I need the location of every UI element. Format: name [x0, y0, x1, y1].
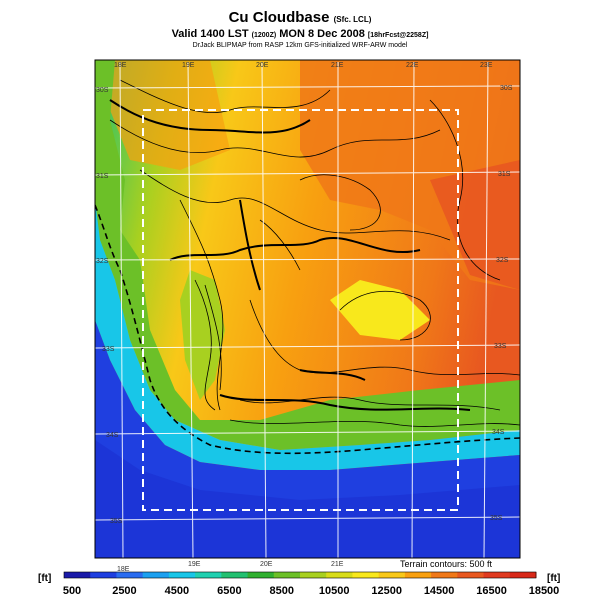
- map-title: Cu Cloudbase (Sfc. LCL): [228, 9, 372, 26]
- terrain-contour-note: Terrain contours: 500 ft: [400, 559, 493, 569]
- lat-label-right: 33S: [494, 343, 507, 350]
- lon-label-top: 20E: [256, 62, 269, 69]
- lon-label-top: 19E: [182, 62, 195, 69]
- lat-label-right: 30S: [500, 85, 513, 92]
- colorbar-tick-label: 14500: [423, 585, 455, 597]
- colorbar-unit-left: [ft]: [38, 573, 52, 584]
- lon-label-bottom: 21E: [331, 561, 344, 568]
- model-credit: DrJack BLIPMAP from RASP 12km GFS-initia…: [192, 42, 408, 49]
- colorbar-swatch: [457, 572, 485, 578]
- lat-label-left: 35S: [110, 518, 123, 525]
- colorbar-tick-label: 6500: [217, 585, 242, 597]
- colorbar-swatch: [300, 572, 327, 578]
- colorbar-tick-label: 4500: [164, 585, 190, 597]
- lat-label-left: 32S: [96, 258, 109, 265]
- colorbar-swatch: [326, 572, 353, 578]
- colorbar-swatch: [247, 572, 275, 578]
- graticule: [95, 61, 520, 558]
- lon-label-bottom: 19E: [188, 561, 201, 568]
- colorbar-swatch: [90, 572, 117, 578]
- lat-label-left: 33S: [102, 346, 115, 353]
- colorbar: [63, 571, 537, 579]
- lon-label-top: 21E: [331, 62, 344, 69]
- colorbar-tick-label: 2500: [112, 585, 137, 597]
- colorbar-swatch: [352, 572, 380, 578]
- inner-domain-box: [142, 109, 459, 511]
- interior-peak-region: [430, 160, 520, 290]
- colorbar-swatch: [142, 572, 170, 578]
- deep-ocean-region: [95, 440, 520, 558]
- lat-label-left: 31S: [96, 173, 109, 180]
- colorbar-swatch: [168, 572, 196, 578]
- colorbar-tick-label: 12500: [371, 585, 402, 597]
- lat-label-right: 34S: [492, 429, 505, 436]
- colorbar-unit-right: [ft]: [547, 573, 561, 584]
- colorbar-tick-label: 18500: [528, 585, 560, 597]
- lat-label-right: 31S: [498, 171, 511, 178]
- colorbar-swatch: [404, 572, 432, 578]
- colorbar-tick-label: 500: [62, 585, 82, 597]
- colorbar-frame: [63, 571, 537, 579]
- lon-label-top: 18E: [114, 62, 127, 69]
- coastal-band: [95, 60, 520, 450]
- colorbar-swatch: [64, 572, 91, 578]
- colorbar-swatch: [509, 572, 537, 578]
- lon-label-bottom: 18E: [117, 566, 130, 573]
- lat-label-left: 34S: [106, 432, 119, 439]
- lat-label-right: 32S: [496, 257, 509, 264]
- lon-label-top: 23E: [480, 62, 493, 69]
- coastal-cyan-band: [95, 200, 520, 470]
- colorbar-tick-label: 10500: [318, 585, 350, 597]
- valid-time-line: Valid 1400 LST (1200Z) MON 8 Dec 2008 [1…: [171, 28, 429, 40]
- colorbar-swatch: [483, 572, 511, 578]
- colorbar-swatch: [431, 572, 458, 578]
- lon-label-bottom: 20E: [260, 561, 273, 568]
- bold-contours: [109, 99, 471, 411]
- colorbar-swatch: [195, 572, 222, 578]
- northwest-region: [110, 60, 230, 170]
- colorbar-tick-label: 16500: [476, 585, 507, 597]
- lat-label-left: 30S: [96, 87, 109, 94]
- lon-label-top: 22E: [406, 62, 419, 69]
- terrain-contours: [109, 79, 520, 427]
- coastline: [95, 204, 520, 455]
- colorbar-tick-label: 8500: [269, 585, 295, 597]
- colorbar-swatch: [221, 572, 249, 578]
- colorbar-swatch: [378, 572, 406, 578]
- inland-yellow-patch: [330, 280, 430, 340]
- map-frame: [94, 59, 521, 559]
- lat-label-right: 35S: [490, 515, 503, 522]
- colorbar-swatch: [116, 572, 144, 578]
- colorbar-swatch: [273, 572, 301, 578]
